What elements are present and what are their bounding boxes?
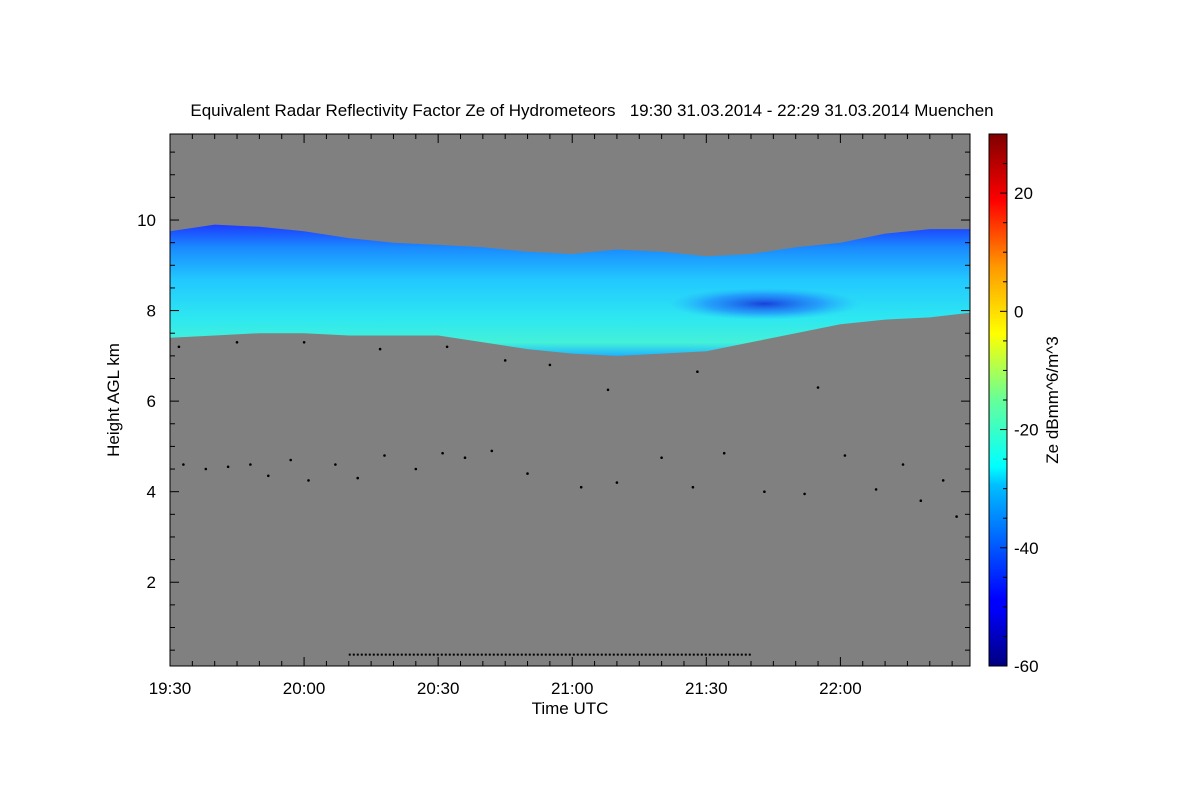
plot-background: [170, 134, 970, 666]
plot-frame: [169, 133, 971, 667]
clutter-point: [378, 347, 382, 351]
clutter-point: [463, 456, 467, 460]
clutter-point: [302, 341, 306, 344]
clutter-point: [874, 488, 878, 491]
y-axis-label: Height AGL km: [104, 343, 123, 457]
colorbar-tick-label: 20: [1014, 184, 1033, 203]
clutter-point: [445, 345, 449, 349]
clutter-point: [606, 388, 610, 392]
y-tick-label: 2: [147, 573, 156, 592]
colorbar-tick-label: -20: [1014, 421, 1039, 440]
clutter-point: [267, 474, 270, 478]
clutter-point: [307, 479, 310, 482]
clutter-point: [226, 465, 230, 469]
clutter-point: [722, 451, 726, 455]
x-tick-label: 20:00: [283, 679, 326, 698]
colorbar-label: Ze dBmm^6/m^3: [1043, 336, 1062, 463]
x-tick-label: 21:00: [551, 679, 594, 698]
clutter-point: [579, 485, 583, 489]
clutter-point: [615, 481, 619, 484]
plot-area: 19:30 20:00 20:30 21:00 21:30 22:00 2 4 6 8 10: [137, 133, 971, 698]
x-tick-label: 20:30: [417, 679, 460, 698]
clutter-point: [660, 456, 663, 460]
cloud-layer: [170, 224, 970, 356]
colorbar: 20 0 -20 -40 -60 Ze dBmm^6/m^3: [988, 133, 1062, 676]
y-tick-label: 10: [137, 211, 156, 230]
y-tick-label: 4: [147, 483, 156, 502]
clutter-point: [383, 454, 386, 457]
cloud-core: [669, 287, 860, 320]
clutter-point: [955, 515, 958, 518]
clutter-point: [691, 485, 695, 489]
chart-title: Equivalent Radar Reflectivity Factor Ze …: [190, 101, 993, 120]
y-axis: 2 4 6 8 10: [137, 151, 970, 651]
clutter-point: [803, 492, 806, 496]
clutter-point: [919, 499, 923, 503]
x-axis-label: Time UTC: [532, 699, 609, 718]
colorbar-tick-label: -40: [1014, 539, 1039, 558]
x-axis: 19:30 20:00 20:30 21:00 21:30 22:00: [149, 134, 953, 698]
y-tick-label: 8: [147, 302, 156, 321]
x-tick-label: 22:00: [819, 679, 862, 698]
clutter-point: [289, 458, 293, 462]
clutter-point: [204, 467, 208, 471]
clutter-point: [696, 370, 699, 374]
clutter-point: [441, 451, 444, 455]
clutter-point: [235, 341, 239, 344]
clutter-point: [526, 472, 529, 475]
clutter-point: [816, 386, 820, 389]
clutter-point: [490, 449, 494, 453]
y-tick-label: 6: [147, 392, 156, 411]
clutter-point: [334, 463, 337, 466]
colorbar-tick-label: 0: [1014, 302, 1023, 321]
clutter-point: [414, 467, 418, 471]
clutter-point: [356, 476, 360, 480]
clutter-point: [182, 463, 185, 466]
colorbar-tick-label: -60: [1014, 657, 1039, 676]
clutter-point: [941, 479, 945, 482]
clutter-point: [763, 490, 766, 494]
clutter-point: [901, 463, 905, 466]
x-tick-label: 21:30: [685, 679, 728, 698]
clutter-point: [249, 463, 252, 466]
clutter-point: [503, 359, 507, 362]
clutter-point: [177, 345, 181, 349]
x-tick-label: 19:30: [149, 679, 192, 698]
clutter-point: [843, 454, 847, 457]
clutter-point: [548, 363, 552, 367]
